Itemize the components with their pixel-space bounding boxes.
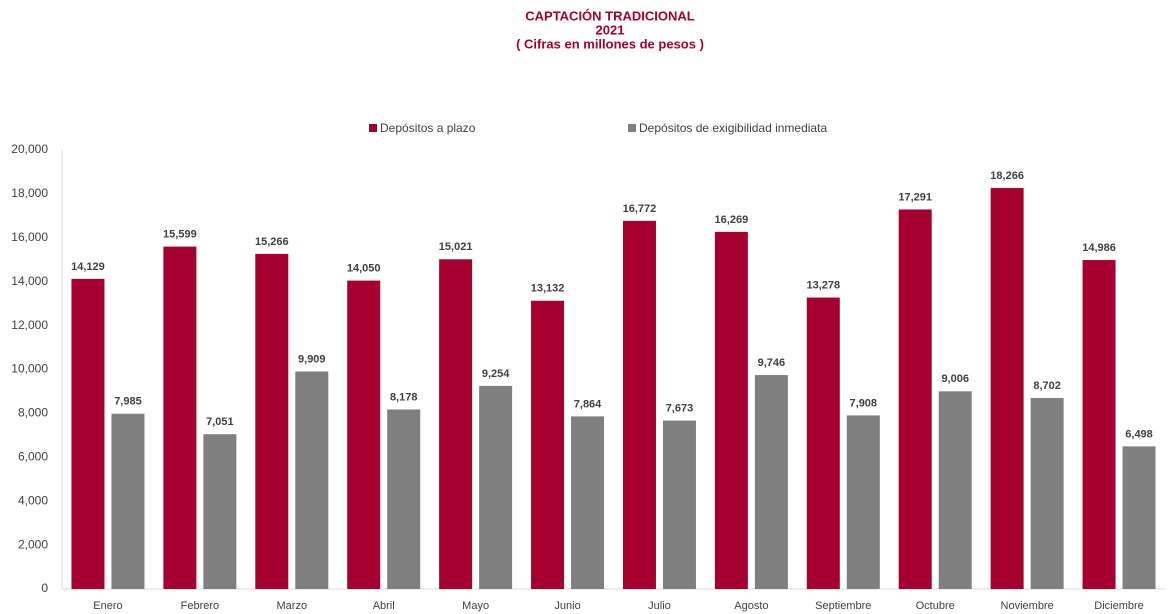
x-tick-label: Agosto (734, 600, 768, 612)
y-tick-label: 14,000 (11, 274, 48, 288)
legend-swatch (369, 124, 377, 132)
bar (1122, 446, 1156, 589)
bar (990, 188, 1024, 590)
value-label: 15,599 (163, 229, 197, 241)
x-tick-label: Junio (554, 600, 580, 612)
bar (938, 391, 972, 589)
value-label: 15,266 (255, 236, 289, 248)
legend-label: Depósitos de exigibilidad inmediata (639, 121, 827, 135)
value-label: 16,269 (715, 214, 749, 226)
chart-subtitle: 2021 (596, 22, 625, 37)
bar (479, 385, 513, 589)
y-tick-label: 0 (41, 581, 48, 595)
y-tick-label: 18,000 (11, 186, 48, 200)
bar (347, 280, 381, 589)
y-tick-label: 16,000 (11, 230, 48, 244)
value-label: 14,986 (1082, 242, 1116, 254)
x-tick-label: Diciembre (1094, 600, 1144, 612)
bar (571, 416, 605, 589)
y-tick-label: 4,000 (18, 493, 48, 507)
value-label: 7,864 (574, 398, 602, 410)
bar (439, 259, 473, 589)
bar (714, 231, 748, 589)
x-tick-label: Mayo (462, 600, 489, 612)
value-label: 13,278 (806, 279, 840, 291)
chart-title: CAPTACIÓN TRADICIONAL (525, 8, 695, 23)
value-label: 7,673 (666, 402, 694, 414)
bar (622, 220, 656, 589)
x-tick-label: Octubre (916, 600, 955, 612)
bar (111, 413, 145, 589)
bar (255, 253, 289, 589)
y-tick-label: 8,000 (18, 406, 48, 420)
value-label: 9,746 (758, 357, 786, 369)
value-label: 8,178 (390, 391, 418, 403)
bar (1030, 397, 1064, 589)
value-label: 13,132 (531, 283, 565, 295)
legend-swatch (628, 124, 636, 132)
bar (754, 375, 788, 589)
value-label: 7,051 (206, 416, 234, 428)
x-tick-label: Septiembre (815, 600, 871, 612)
bar (203, 434, 237, 589)
y-tick-label: 10,000 (11, 362, 48, 376)
bar (163, 246, 197, 590)
bar (387, 409, 421, 589)
value-label: 17,291 (898, 191, 932, 203)
y-tick-label: 20,000 (11, 142, 48, 156)
bar (806, 297, 840, 589)
value-label: 16,772 (623, 203, 657, 215)
units-label: ( Cifras en millones de pesos ) (516, 36, 704, 51)
bar (662, 420, 696, 589)
value-label: 6,498 (1125, 428, 1153, 440)
y-tick-label: 6,000 (18, 449, 48, 463)
bar (71, 278, 105, 589)
x-tick-label: Febrero (181, 600, 220, 612)
value-label: 9,909 (298, 353, 326, 365)
legend-label: Depósitos a plazo (380, 121, 476, 135)
x-tick-label: Noviembre (1001, 600, 1054, 612)
value-label: 14,129 (71, 261, 105, 273)
y-tick-label: 2,000 (18, 537, 48, 551)
bar (1082, 260, 1116, 589)
value-label: 7,908 (850, 397, 878, 409)
x-tick-label: Enero (93, 600, 122, 612)
value-label: 9,006 (941, 373, 969, 385)
bar (531, 300, 565, 589)
y-tick-label: 12,000 (11, 318, 48, 332)
value-label: 7,985 (114, 396, 142, 408)
value-label: 14,050 (347, 263, 381, 275)
x-tick-label: Marzo (277, 600, 308, 612)
x-tick-label: Julio (648, 600, 671, 612)
value-label: 8,702 (1033, 380, 1061, 392)
bar (846, 415, 880, 589)
x-tick-label: Abril (373, 600, 395, 612)
bar (295, 371, 329, 589)
value-label: 9,254 (482, 368, 510, 380)
value-label: 18,266 (990, 170, 1024, 182)
bar (898, 209, 932, 589)
value-label: 15,021 (439, 241, 473, 253)
